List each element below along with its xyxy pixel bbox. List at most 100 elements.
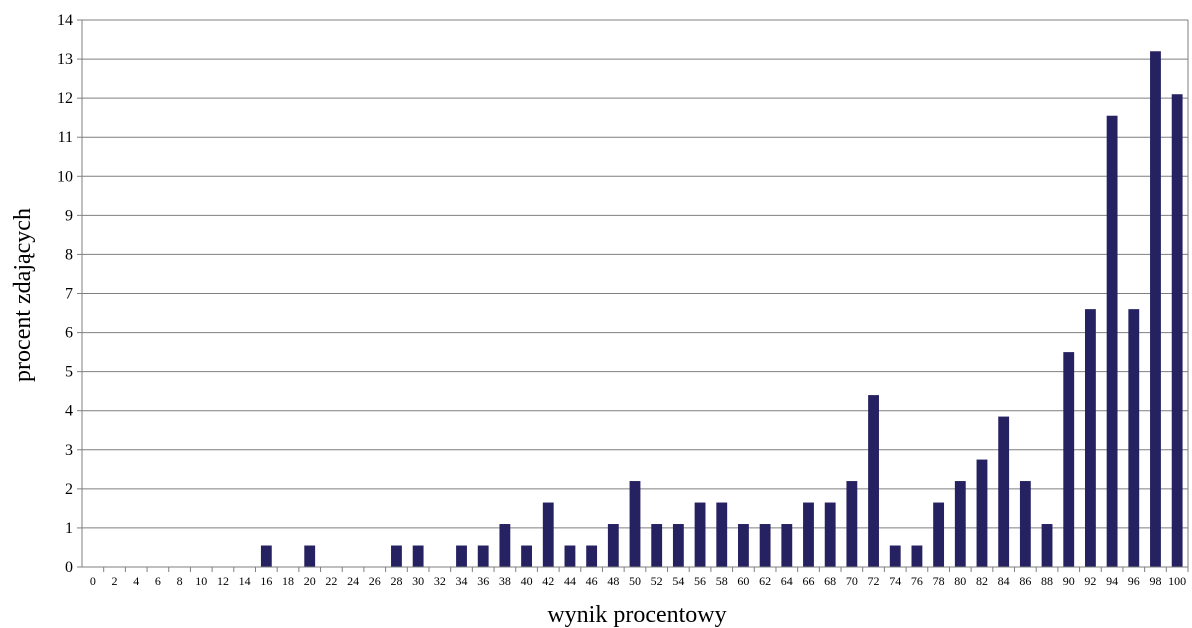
x-tick-label: 72 (868, 574, 880, 588)
bar-38 (499, 524, 511, 567)
x-tick-label: 32 (434, 574, 446, 588)
x-tick-label: 42 (542, 574, 554, 588)
y-tick-label: 6 (65, 325, 73, 342)
x-tick-label: 12 (217, 574, 229, 588)
bar-82 (976, 459, 988, 567)
x-tick-label: 30 (412, 574, 424, 588)
x-tick-label: 82 (976, 574, 988, 588)
y-tick-label: 9 (65, 207, 73, 224)
bar-28 (391, 545, 402, 567)
bar-98 (1150, 51, 1161, 567)
x-tick-label: 6 (155, 574, 161, 588)
x-tick-label: 16 (260, 574, 272, 588)
bar-94 (1106, 115, 1118, 567)
x-tick-label: 60 (737, 574, 749, 588)
x-tick-label: 76 (911, 574, 923, 588)
x-tick-label: 40 (521, 574, 533, 588)
x-tick-label: 48 (607, 574, 619, 588)
x-tick-label: 56 (694, 574, 706, 588)
bar-44 (564, 545, 576, 567)
x-tick-label: 10 (195, 574, 207, 588)
y-tick-label: 14 (57, 12, 73, 29)
bar-56 (694, 502, 706, 567)
x-tick-label: 66 (802, 574, 814, 588)
bar-48 (607, 524, 619, 567)
x-tick-label: 20 (304, 574, 316, 588)
x-tick-label: 98 (1149, 574, 1161, 588)
bar-96 (1128, 309, 1140, 567)
x-tick-label: 58 (716, 574, 728, 588)
x-tick-label: 24 (347, 574, 359, 588)
x-tick-label: 28 (390, 574, 402, 588)
bar-34 (456, 545, 467, 567)
bars (260, 51, 1183, 567)
x-tick-label: 54 (672, 574, 684, 588)
x-tick-label: 14 (239, 574, 251, 588)
bar-86 (1019, 481, 1031, 567)
bar-36 (477, 545, 489, 567)
x-tick-label: 96 (1128, 574, 1140, 588)
bar-100 (1171, 94, 1183, 567)
x-tick-label: 84 (998, 574, 1010, 588)
bar-80 (954, 481, 966, 567)
bar-46 (586, 545, 598, 567)
bar-58 (716, 502, 728, 567)
x-tick-label: 78 (933, 574, 945, 588)
axes (77, 19, 1189, 572)
bar-78 (933, 502, 945, 567)
y-tick-label: 12 (57, 90, 73, 107)
bar-20 (304, 545, 316, 567)
y-tick-label: 3 (65, 442, 73, 459)
x-axis-title: wynik procentowy (547, 602, 726, 628)
y-axis-title: procent zdających (10, 208, 36, 382)
y-tick-label: 11 (58, 129, 73, 146)
x-tick-label: 46 (586, 574, 598, 588)
gridlines (82, 19, 1188, 529)
bar-92 (1084, 309, 1096, 567)
x-tick-label: 64 (781, 574, 793, 588)
y-tick-label: 0 (65, 559, 73, 576)
y-tick-label: 7 (65, 286, 73, 303)
x-tick-label: 90 (1063, 574, 1075, 588)
bar-54 (672, 524, 684, 567)
bar-52 (651, 524, 663, 567)
bar-84 (998, 416, 1010, 567)
x-tick-label: 18 (282, 574, 294, 588)
x-tick-label: 80 (954, 574, 966, 588)
x-tick-label: 68 (824, 574, 836, 588)
bar-60 (738, 524, 749, 567)
y-tick-label: 5 (65, 364, 73, 381)
x-tick-label: 4 (133, 574, 139, 588)
y-tick-label: 4 (65, 403, 73, 420)
x-tick-label: 52 (651, 574, 663, 588)
x-tick-labels: 0 2 4 6 8 10 12 14 16 18 20 22 24 26 28 30 32 34 36 38 40 42 4… (90, 574, 1186, 588)
bar-64 (781, 524, 793, 567)
y-tick-label: 8 (65, 246, 73, 263)
x-tick-label: 92 (1084, 574, 1096, 588)
bar-16 (260, 545, 272, 567)
x-tick-label: 44 (564, 574, 576, 588)
y-tick-label: 2 (65, 481, 73, 498)
x-tick-label: 36 (477, 574, 489, 588)
x-tick-label: 86 (1019, 574, 1031, 588)
bar-88 (1041, 524, 1053, 567)
bar-90 (1063, 352, 1075, 567)
x-tick-label: 100 (1168, 574, 1186, 588)
bar-72 (868, 395, 879, 567)
bar-62 (759, 524, 771, 567)
bar-76 (911, 545, 923, 567)
x-tick-label: 34 (456, 574, 468, 588)
x-tick-label: 0 (90, 574, 96, 588)
bar-30 (412, 545, 424, 567)
x-tick-label: 38 (499, 574, 511, 588)
x-tick-label: 2 (112, 574, 118, 588)
y-tick-label: 1 (65, 520, 73, 537)
x-tick-label: 8 (177, 574, 183, 588)
y-tick-label: 13 (57, 51, 73, 68)
x-tick-label: 94 (1106, 574, 1118, 588)
bar-42 (542, 502, 554, 567)
bar-70 (846, 481, 858, 567)
x-tick-label: 88 (1041, 574, 1053, 588)
